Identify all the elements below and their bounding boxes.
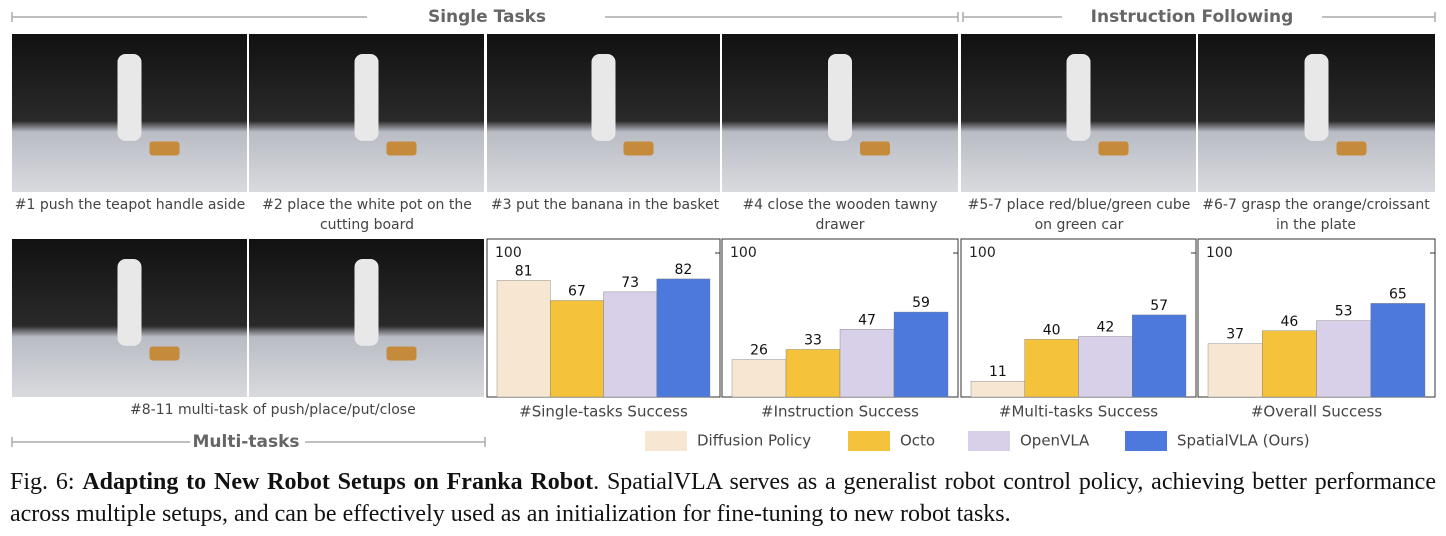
data-label: 11 (989, 364, 1007, 380)
data-label: 33 (804, 332, 822, 348)
robot-arm (117, 54, 142, 141)
y-tick-label: 100 (730, 245, 757, 261)
section-header: Single Tasks (428, 7, 546, 27)
bar (785, 349, 841, 398)
data-label: 53 (1335, 304, 1353, 320)
data-label: 59 (912, 295, 930, 311)
data-label: 57 (1150, 298, 1168, 314)
photo-caption: #4 close the wooden tawny drawer (742, 197, 938, 233)
data-label: 47 (858, 312, 876, 328)
bar (550, 300, 604, 398)
object (386, 346, 417, 361)
robot-arm (591, 54, 616, 141)
robot-arm (828, 54, 852, 141)
bar (603, 291, 657, 398)
bar (1024, 339, 1079, 398)
legend-label: SpatialVLA (Ours) (1177, 432, 1310, 450)
photo-caption: #5-7 place red/blue/green cube on green … (967, 197, 1191, 233)
data-label: 81 (515, 263, 533, 279)
x-axis-label: #Instruction Success (761, 403, 919, 421)
robot-arm (354, 259, 379, 346)
object (1098, 141, 1129, 156)
bar (970, 380, 1025, 398)
caption-label: Fig. 6: (10, 469, 83, 495)
legend-label: Diffusion Policy (697, 432, 811, 450)
robot-arm (117, 259, 142, 346)
y-tick-label: 100 (495, 245, 522, 261)
bar (893, 311, 949, 398)
photo-caption: #6-7 grasp the orange/croissant in the p… (1202, 197, 1430, 233)
object (860, 141, 890, 156)
object (149, 346, 180, 361)
data-label: 67 (568, 284, 586, 300)
data-label: 42 (1096, 320, 1114, 336)
data-label: 65 (1389, 286, 1407, 302)
legend-label: Octo (900, 432, 935, 450)
bar (1316, 320, 1371, 398)
bar (496, 280, 551, 398)
data-label: 40 (1043, 322, 1061, 338)
bar (1078, 336, 1133, 398)
object (386, 141, 417, 156)
photo-caption: #3 put the banana in the basket (490, 197, 720, 213)
robot-arm (1066, 54, 1091, 141)
data-label: 37 (1226, 327, 1244, 343)
section-header: Multi-tasks (193, 432, 300, 452)
section-header: Instruction Following (1091, 7, 1294, 27)
data-label: 82 (674, 262, 692, 278)
bar (839, 329, 895, 398)
data-label: 46 (1280, 314, 1298, 330)
figure-caption: Fig. 6: Adapting to New Robot Setups on … (10, 466, 1436, 530)
bar (1370, 303, 1426, 398)
photo-caption: #1 push the teapot handle aside (14, 197, 246, 213)
legend-swatch (968, 431, 1010, 451)
photo-caption: #8-11 multi-task of push/place/put/close (130, 402, 416, 418)
caption-text: . SpatialVLA serves as a generalist robo… (10, 469, 1436, 527)
legend-swatch (645, 431, 687, 451)
bar (731, 359, 787, 398)
data-label: 26 (750, 343, 768, 359)
bar (656, 278, 711, 398)
robot-arm (1304, 54, 1329, 141)
object (149, 141, 180, 156)
bar (1207, 343, 1263, 398)
data-label: 73 (621, 275, 639, 291)
y-tick-label: 100 (1206, 245, 1233, 261)
legend-label: OpenVLA (1020, 432, 1090, 450)
photo-caption: #2 place the white pot on the cutting bo… (262, 197, 472, 233)
bar (1262, 330, 1317, 398)
legend-swatch (848, 431, 890, 451)
caption-title: Adapting to New Robot Setups on Franka R… (82, 469, 594, 495)
bar (1132, 314, 1187, 398)
y-tick-label: 100 (969, 245, 996, 261)
object (623, 141, 654, 156)
x-axis-label: #Overall Success (1251, 403, 1383, 421)
object (1336, 141, 1367, 156)
legend-swatch (1125, 431, 1167, 451)
x-axis-label: #Single-tasks Success (519, 403, 688, 421)
x-axis-label: #Multi-tasks Success (999, 403, 1158, 421)
robot-arm (354, 54, 379, 141)
